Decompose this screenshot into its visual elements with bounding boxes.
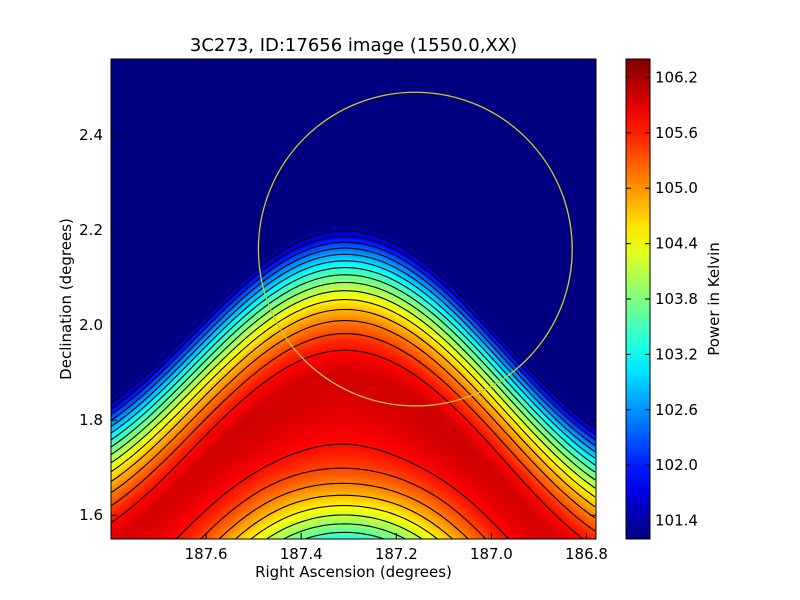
colorbar-label: Power in Kelvin [705,242,723,356]
y-tick-label: 2.2 [79,221,103,239]
colorbar-tick-label: 101.4 [655,512,698,530]
colorbar-tick-label: 106.2 [655,68,698,86]
y-tick-label: 2.0 [79,316,103,334]
contour-level-4 [111,253,596,453]
contour-level-9 [111,290,596,539]
colorbar-tick-label: 105.6 [655,124,698,142]
x-tick-label: 187.2 [375,545,418,563]
contour-level-8 [111,281,596,539]
x-tick-label: 187.6 [185,545,228,563]
colorbar-tick-label: 105.0 [655,179,698,197]
y-tick-label: 1.6 [79,506,103,524]
x-tick-label: 187.4 [280,545,323,563]
y-tick-label: 2.4 [79,126,103,144]
contour-level-10 [111,299,596,539]
colorbar-tick-label: 102.0 [655,456,698,474]
plot-frame [110,58,597,540]
y-axis-label: Declination (degrees) [57,218,75,380]
x-tick-label: 187.0 [470,545,513,563]
chart-title: 3C273, ID:17656 image (1550.0,XX) [190,35,517,56]
colorbar-axis: 101.4 102.0 102.6 103.2 103.8 104.4 105.0 105.6… [626,68,698,530]
contour-level-1 [111,235,596,435]
region-circle [257,91,573,407]
colorbar-tick-label: 103.2 [655,345,698,363]
x-tick-label: 186.8 [565,545,608,563]
contour-level-2 [111,241,596,440]
y-axis: 1.6 1.8 2.0 2.2 2.4 [79,126,596,524]
contour-level-3 [111,247,596,446]
contour-level-11 [111,308,596,539]
contour-lines [111,230,596,539]
colorbar-tick-label: 102.6 [655,401,698,419]
contour-level-7 [111,274,596,539]
x-axis: 187.6 187.4 187.2 187.0 186.8 [185,59,608,563]
colorbar-tick-label: 104.4 [655,235,698,253]
contour-level-0 [111,230,596,429]
colorbar-tick-label: 103.8 [655,290,698,308]
y-tick-label: 1.8 [79,411,103,429]
contour-level-5 [111,260,596,459]
x-axis-label: Right Ascension (degrees) [255,563,452,581]
contour-level-6 [111,267,596,466]
heatmap-area [111,59,596,539]
contour-level-14 [111,349,584,539]
